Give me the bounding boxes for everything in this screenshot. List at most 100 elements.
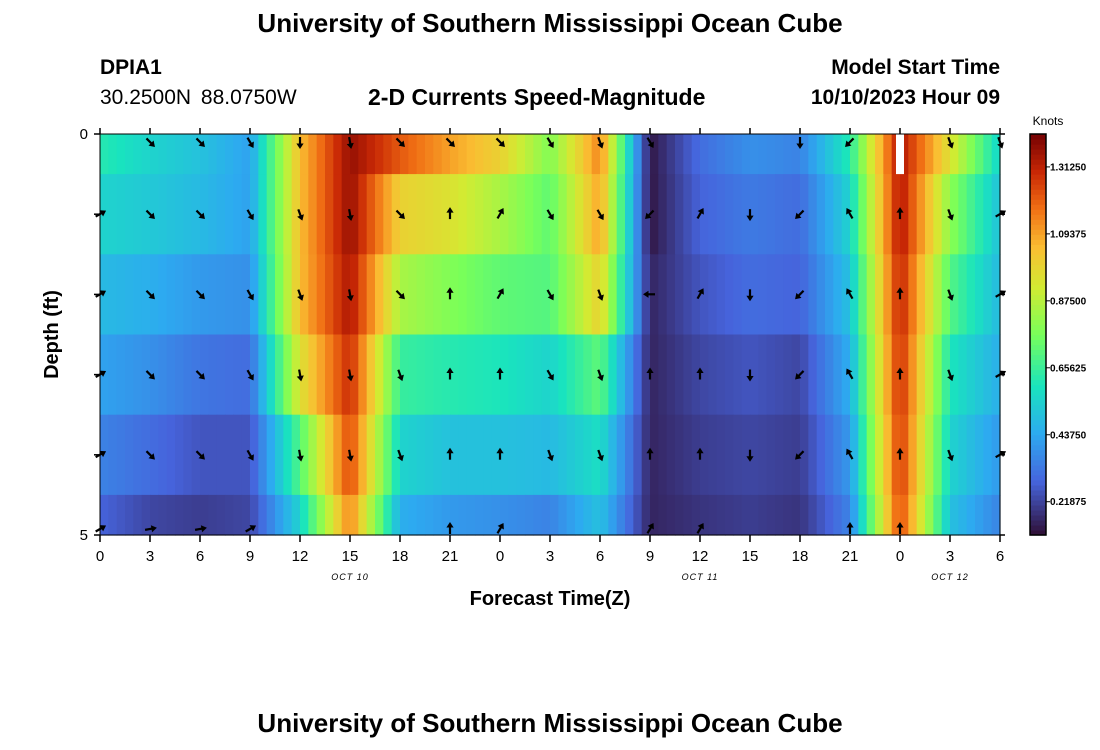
heatmap-cell [416,414,426,496]
current-direction-arrow [446,522,454,534]
heatmap-cell [491,174,501,255]
x-tick-label: 12 [292,548,309,565]
heatmap-cell [908,254,918,336]
heatmap-cell [666,174,676,255]
heatmap-cell [450,254,459,336]
heatmap-cell [708,134,718,175]
heatmap-cell [550,254,559,336]
current-direction-arrow [547,449,554,462]
colorbar-segment [1030,219,1046,225]
heatmap-cell [483,414,493,496]
heatmap-cell [500,414,509,496]
heatmap-cell [283,134,293,175]
colorbar-segment [1030,149,1046,155]
heatmap-cell [941,494,951,536]
heatmap-cell [608,414,618,496]
x-tick-label: 15 [742,548,759,565]
current-direction-arrow [995,370,1007,378]
heatmap-cell [333,134,343,175]
date-label: OCT 12 [931,572,969,582]
x-tick-label: 0 [496,548,504,565]
heatmap-cell [666,494,676,536]
current-direction-arrow [947,136,954,149]
colorbar-segment [1030,339,1046,346]
heatmap-cell [750,494,759,536]
heatmap-cell [608,494,618,536]
current-direction-arrow [346,136,354,149]
heatmap-cell [808,254,818,336]
heatmap-cell [266,134,276,175]
heatmap-cell [266,414,276,496]
heatmap-cell [391,254,401,336]
heatmap-cell [658,494,668,536]
colorbar-segment [1030,379,1046,386]
heatmap-cell [375,174,384,255]
heatmap-cell [608,174,618,255]
heatmap-cell [308,494,318,536]
heatmap-cell [491,134,501,175]
heatmap-cell [691,334,701,416]
heatmap-cell [100,134,109,175]
current-direction-arrow [646,367,654,380]
heatmap-cell [908,494,918,536]
heatmap-cell [325,134,334,175]
heatmap-cell [325,494,334,536]
heatmap-cell [975,254,984,336]
heatmap-cell [633,254,643,336]
heatmap-cell [850,414,859,496]
heatmap-cell [858,174,868,255]
heatmap-cell [958,414,968,496]
heatmap-cell [500,254,509,336]
heatmap-cell [358,494,368,536]
heatmap-cell [508,134,518,175]
colorbar-segment [1030,299,1046,306]
heatmap-cell [233,174,243,255]
heatmap-cell [916,174,926,255]
colorbar-segment [1030,189,1046,195]
heatmap-cell [125,494,134,536]
colorbar-frame [1029,133,1047,536]
x-tick-label: 21 [442,548,459,565]
heatmap-cell [375,414,384,496]
heatmap-cell [533,134,543,175]
current-direction-arrow [195,370,205,380]
heatmap-cell [975,494,984,536]
colorbar-segment [1030,179,1046,185]
heatmap-cell [275,494,284,536]
heatmap-cell [566,174,576,255]
heatmap-cell [383,134,393,175]
colorbar-segment [1030,244,1046,250]
heatmap-cell [658,134,668,175]
current-direction-arrow [546,209,554,221]
heatmap-cell [408,414,418,496]
heatmap-cell [966,414,976,496]
heatmap-cell [783,494,793,536]
heatmap-cell [458,414,468,496]
heatmap-cell [366,414,376,496]
chart-subtitle: 2-D Currents Speed-Magnitude [368,84,706,110]
current-direction-arrow [195,450,205,460]
current-direction-arrow [346,449,354,462]
heatmap-cell [350,174,359,255]
heatmap-cell [683,174,693,255]
colorbar-segment [1030,384,1046,391]
heatmap-cell [308,174,318,255]
heatmap-cell [808,494,818,536]
heatmap-cell [616,334,626,416]
heatmap-cell [383,174,393,255]
heatmap-cell [458,334,468,416]
heatmap-cell [600,334,609,416]
colorbar-segment [1030,434,1046,441]
heatmap-cell [200,334,209,416]
heatmap-cell [450,134,459,175]
heatmap-cell [233,414,243,496]
current-direction-arrow [896,447,904,460]
heatmap-cell [816,134,826,175]
current-direction-arrow [796,137,804,149]
heatmap-cell [550,334,559,416]
page-title: University of Southern Mississippi Ocean… [257,8,843,38]
heatmap-cell [391,134,401,175]
colorbar-segment [1030,169,1046,175]
heatmap-cell [333,174,343,255]
y-tick-label: 5 [80,527,88,544]
